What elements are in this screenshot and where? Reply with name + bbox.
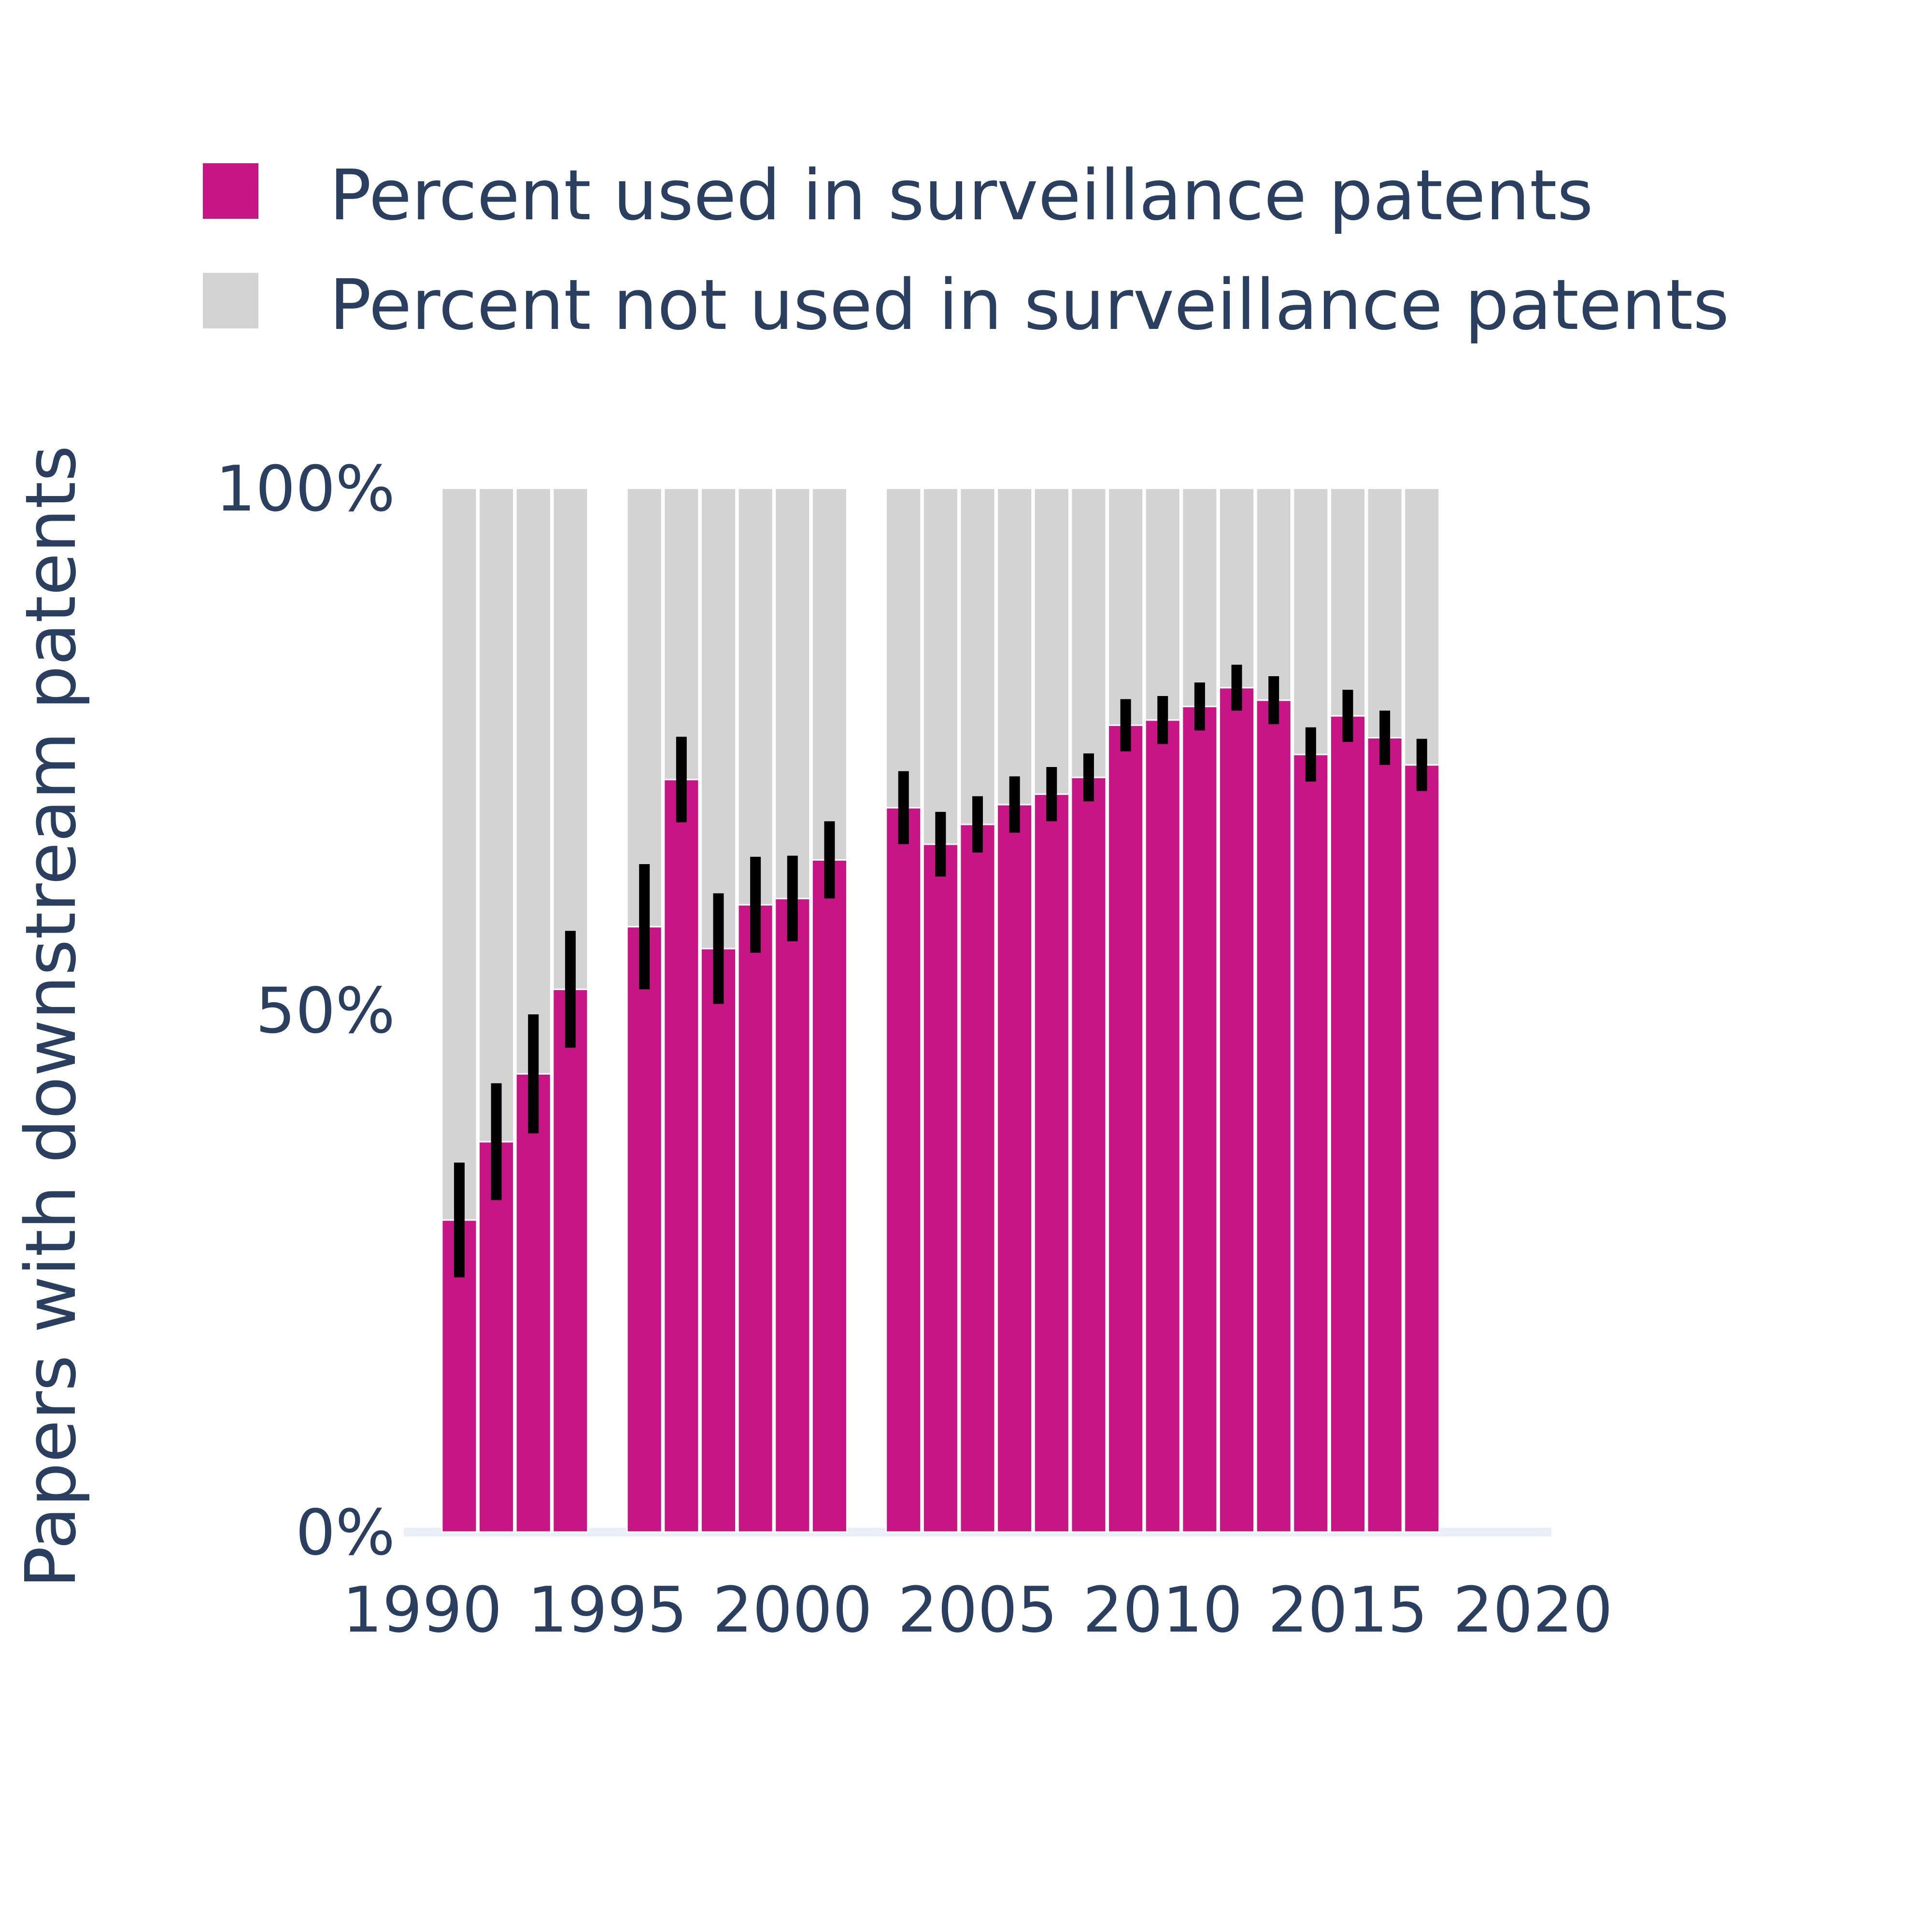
bar-not-used-2010 xyxy=(1144,487,1181,721)
bar-used-2008 xyxy=(1070,777,1107,1533)
bar-used-2004 xyxy=(922,843,959,1533)
legend: Percent used in surveillance patents Per… xyxy=(203,155,1729,345)
x-tick-label: 2000 xyxy=(712,1573,872,1647)
x-tick-label: 1995 xyxy=(527,1573,687,1647)
y-axis-title: Papers with downstream patents xyxy=(10,445,91,1588)
bar-not-used-2009 xyxy=(1108,487,1144,726)
bar-used-2015 xyxy=(1329,715,1366,1533)
bar-not-used-2008 xyxy=(1070,487,1107,779)
bar-used-2016 xyxy=(1366,737,1403,1533)
bars xyxy=(441,487,1440,1533)
legend-swatch-used xyxy=(203,163,258,219)
x-tick-labels: 1990 1995 2000 2005 2010 2015 2020 xyxy=(342,1573,1613,1647)
bar-not-used-1991 xyxy=(441,487,478,1221)
bar-not-used-2005 xyxy=(959,487,996,825)
bar-used-2012 xyxy=(1218,687,1255,1533)
legend-label-used: Percent used in surveillance patents xyxy=(329,155,1593,236)
bar-not-used-2011 xyxy=(1181,487,1218,708)
bar-used-1997 xyxy=(663,779,700,1533)
x-tick-label: 2010 xyxy=(1083,1573,1243,1647)
bar-used-2011 xyxy=(1181,706,1218,1533)
bar-not-used-1999 xyxy=(737,487,774,906)
y-tick-label: 100% xyxy=(215,452,395,526)
bar-not-used-2012 xyxy=(1218,487,1255,689)
bar-not-used-2003 xyxy=(885,487,922,809)
bar-not-used-2015 xyxy=(1329,487,1366,717)
bar-not-used-2014 xyxy=(1293,487,1329,755)
bar-not-used-1992 xyxy=(478,487,515,1143)
error-bars xyxy=(454,665,1427,1278)
bar-used-1994 xyxy=(552,988,589,1533)
bar-not-used-2006 xyxy=(996,487,1033,806)
y-tick-label: 0% xyxy=(296,1496,395,1569)
bar-used-1992 xyxy=(478,1141,515,1533)
bar-not-used-2007 xyxy=(1033,487,1070,795)
bar-not-used-1996 xyxy=(626,487,663,928)
bar-used-2017 xyxy=(1404,764,1440,1533)
y-tick-label: 50% xyxy=(256,974,395,1048)
bar-used-1998 xyxy=(700,948,737,1533)
y-tick-labels: 0% 50% 100% xyxy=(215,452,395,1569)
legend-label-not-used: Percent not used in surveillance patents xyxy=(329,264,1729,345)
bar-used-2014 xyxy=(1293,753,1329,1533)
bar-not-used-1998 xyxy=(700,487,737,950)
bar-not-used-2004 xyxy=(922,487,959,845)
bar-not-used-2013 xyxy=(1255,487,1292,701)
bar-used-2005 xyxy=(959,824,996,1533)
bar-not-used-2000 xyxy=(774,487,811,899)
bar-used-2003 xyxy=(885,807,922,1533)
bar-used-1996 xyxy=(626,926,663,1533)
x-tick-label: 2020 xyxy=(1453,1573,1613,1647)
bar-used-2010 xyxy=(1144,719,1181,1533)
bar-not-used-2001 xyxy=(811,487,848,861)
bar-used-2006 xyxy=(996,804,1033,1533)
bar-used-2009 xyxy=(1108,724,1144,1533)
bar-not-used-2016 xyxy=(1366,487,1403,739)
bar-used-2013 xyxy=(1255,699,1292,1533)
bar-used-2007 xyxy=(1033,793,1070,1533)
bar-used-1999 xyxy=(737,904,774,1533)
legend-swatch-not-used xyxy=(203,273,258,328)
x-tick-label: 1990 xyxy=(342,1573,502,1647)
bar-not-used-1994 xyxy=(552,487,589,990)
bar-used-2001 xyxy=(811,859,848,1533)
bar-not-used-2017 xyxy=(1404,487,1440,766)
x-tick-label: 2005 xyxy=(898,1573,1058,1647)
bar-not-used-1997 xyxy=(663,487,700,781)
bar-used-2000 xyxy=(774,897,811,1533)
bar-used-1993 xyxy=(515,1073,552,1533)
x-tick-label: 2015 xyxy=(1268,1573,1428,1647)
bar-not-used-1993 xyxy=(515,487,552,1075)
